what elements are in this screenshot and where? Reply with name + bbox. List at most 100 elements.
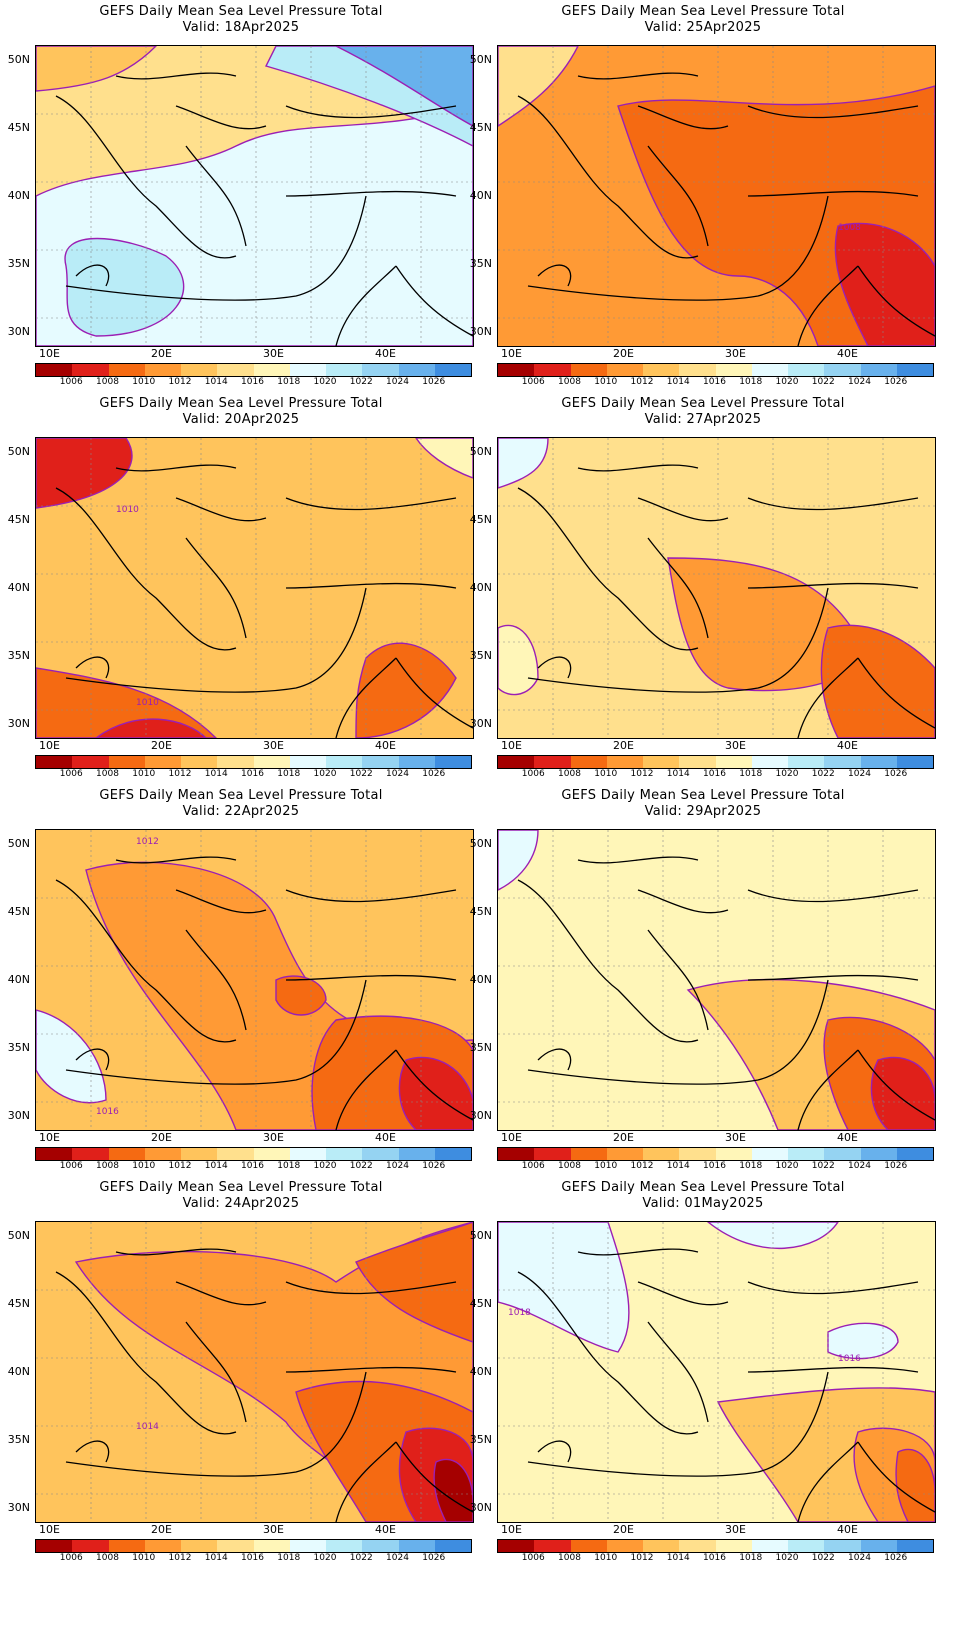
coastline-border (285, 497, 457, 511)
colorbar-swatch (788, 364, 825, 376)
coastline-border (55, 879, 237, 1043)
coastline-border (527, 587, 829, 693)
longitude-label: 10E (39, 347, 60, 360)
coastline-border (285, 1281, 457, 1295)
contour-label: 1008 (838, 223, 861, 233)
colorbar (497, 1147, 934, 1161)
colorbar-swatch (289, 1540, 326, 1552)
colorbar-swatch (788, 756, 825, 768)
coastline-border (747, 1366, 919, 1373)
colorbar (35, 1539, 472, 1553)
colorbar-swatch (181, 756, 218, 768)
latitude-label: 35N (7, 1433, 30, 1446)
longitude-label: 30E (263, 347, 284, 360)
coastline-border (55, 1271, 237, 1435)
coastline-border (647, 537, 709, 639)
coastline-border (65, 1371, 367, 1477)
colorbar (35, 363, 472, 377)
pressure-map (497, 437, 936, 739)
colorbar-label: 1026 (884, 769, 908, 779)
colorbar-swatch (751, 1540, 788, 1552)
colorbar-swatch (144, 364, 181, 376)
colorbar-swatch (72, 1540, 109, 1552)
latitude-label: 35N (469, 1041, 492, 1054)
colorbar-swatch (326, 1540, 363, 1552)
longitude-label: 40E (837, 1131, 858, 1144)
pressure-map: 1018 1016 (497, 1221, 936, 1523)
colorbar-label: 1008 (96, 769, 119, 779)
colorbar-swatch (534, 364, 571, 376)
longitude-label: 20E (151, 1523, 172, 1536)
colorbar-swatch (289, 1148, 326, 1160)
map-panel: GEFS Daily Mean Sea Level Pressure Total… (0, 1176, 482, 1586)
coastline-border (55, 95, 237, 259)
colorbar-label: 1022 (349, 1161, 373, 1171)
longitude-label: 10E (501, 1131, 522, 1144)
colorbar-swatch (398, 756, 435, 768)
coastline-border (537, 1440, 572, 1463)
colorbar-label: 1012 (168, 1553, 192, 1563)
colorbar-label: 1026 (422, 769, 446, 779)
contour-label: 1010 (116, 505, 139, 515)
colorbar-swatch (896, 756, 933, 768)
colorbar-swatch (679, 364, 716, 376)
colorbar-label: 1006 (521, 1553, 545, 1563)
coastline-border (65, 195, 367, 301)
colorbar-swatch (643, 756, 680, 768)
colorbar-swatch (824, 756, 861, 768)
latitude-label: 30N (469, 717, 492, 730)
colorbar (497, 1539, 934, 1553)
coastline-border (335, 265, 397, 346)
colorbar-label: 1010 (594, 1161, 618, 1171)
longitude-label: 40E (375, 1131, 396, 1144)
latitude-label: 40N (469, 1365, 492, 1378)
latitude-label: 40N (469, 973, 492, 986)
longitude-label: 40E (837, 739, 858, 752)
pressure-contour-region (36, 46, 157, 92)
colorbar-label: 1022 (811, 769, 835, 779)
colorbar-label: 1010 (594, 1553, 618, 1563)
coastline-border (577, 1248, 699, 1256)
latitude-label: 30N (7, 717, 30, 730)
latitude-label: 50N (7, 1229, 30, 1242)
pressure-contour-region (498, 624, 539, 696)
coastline-border (637, 889, 729, 914)
colorbar-label: 1016 (703, 377, 726, 387)
colorbar-label: 1006 (59, 1161, 83, 1171)
colorbar-label: 1014 (666, 1161, 690, 1171)
coastline-border (285, 582, 457, 589)
map-panel: GEFS Daily Mean Sea Level Pressure Total… (462, 392, 944, 802)
coastline-border (527, 1371, 829, 1477)
colorbar-label: 1006 (59, 377, 83, 387)
longitude-label: 10E (39, 1523, 60, 1536)
coastline-border (747, 105, 919, 119)
colorbar-label: 1022 (811, 377, 835, 387)
contour-label: 1010 (136, 698, 159, 708)
colorbar-label: 1006 (521, 1161, 545, 1171)
colorbar (497, 363, 934, 377)
panel-title: GEFS Daily Mean Sea Level Pressure Total (99, 1180, 383, 1195)
colorbar-label: 1016 (703, 1161, 726, 1171)
colorbar-swatch (824, 364, 861, 376)
contour-label: 1012 (136, 837, 159, 847)
pressure-contour-region (895, 1448, 935, 1522)
coastline-border (857, 1049, 935, 1121)
coastline-border (285, 190, 457, 197)
panel-title: GEFS Daily Mean Sea Level Pressure Total (561, 1180, 845, 1195)
colorbar-swatch (860, 756, 897, 768)
pressure-contour-region (355, 1222, 473, 1343)
coastline-border (747, 1281, 919, 1295)
colorbar-swatch (289, 364, 326, 376)
colorbar-label: 1020 (313, 1161, 337, 1171)
longitude-label: 10E (501, 347, 522, 360)
latitude-label: 40N (469, 581, 492, 594)
coastline-border (395, 1049, 473, 1121)
coastline-border (115, 856, 237, 864)
colorbar-label: 1024 (848, 769, 871, 779)
colorbar-label: 1020 (775, 1161, 799, 1171)
colorbar-swatch (362, 1148, 399, 1160)
latitude-label: 45N (7, 513, 30, 526)
longitude-label: 20E (613, 1131, 634, 1144)
colorbar-swatch (643, 364, 680, 376)
coastline-border (747, 497, 919, 511)
